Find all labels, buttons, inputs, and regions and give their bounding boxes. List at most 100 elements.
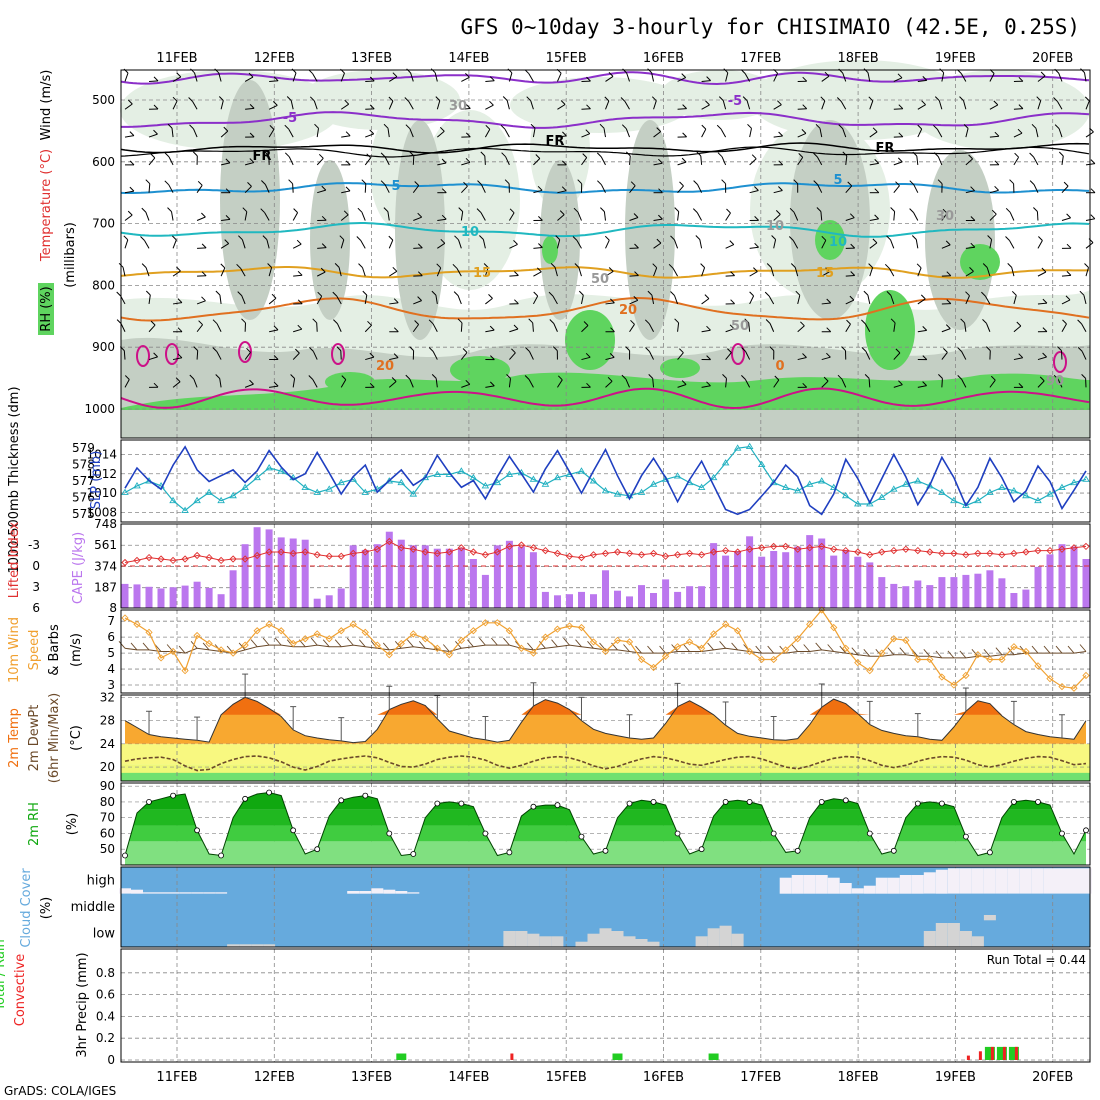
wind-barb — [480, 212, 486, 221]
cape-bar — [301, 539, 309, 608]
wind-speed-point — [1082, 671, 1090, 680]
thickness-point — [950, 496, 958, 504]
wind-barb-flag — [537, 185, 543, 191]
wind-barb-flag — [555, 235, 561, 240]
wind-barb-flag — [798, 153, 804, 158]
wind-barb-flag — [674, 207, 680, 212]
li-point — [553, 549, 562, 558]
wind-10m-barb — [130, 642, 138, 651]
thickness-point — [505, 470, 514, 477]
li-point — [1010, 549, 1018, 558]
wind-barb — [821, 302, 831, 305]
wind-barb-flag — [897, 157, 903, 163]
wind-barb-flag — [241, 318, 246, 324]
wind-barb — [964, 322, 967, 332]
contour-line-20 — [120, 296, 1090, 322]
precip-conv-bar — [966, 1055, 970, 1060]
wind-10m-barb — [503, 637, 510, 646]
wind-barb-flag — [837, 374, 843, 380]
wind-barb-flag — [610, 298, 615, 304]
wind-barb-flag — [1079, 290, 1085, 296]
wind-barb — [773, 73, 779, 82]
wind-barb — [701, 298, 710, 305]
wind-barb — [965, 246, 975, 249]
wind-barb-flag — [726, 208, 731, 214]
wind-barb — [581, 356, 591, 361]
wind-barb — [148, 294, 151, 305]
wind-speed-point — [758, 655, 766, 664]
thickness-point — [361, 488, 370, 495]
wind-barb-flag — [850, 271, 856, 276]
wind-barb-flag — [261, 180, 266, 185]
cloud-high-fill — [155, 892, 167, 894]
li-point — [277, 548, 285, 556]
wind-barb — [986, 323, 991, 332]
wind-barb-flag — [483, 263, 489, 268]
contour-label: 20 — [376, 359, 394, 374]
wind-barb-flag — [383, 207, 389, 212]
wind-speed-point — [770, 655, 778, 664]
thickness-point — [673, 472, 682, 479]
wind-barb-flag — [825, 267, 830, 273]
wind-barb — [504, 128, 510, 138]
wind-barb — [220, 267, 226, 277]
rh-point — [674, 830, 681, 837]
li-point — [613, 548, 622, 556]
wind-barb-flag — [192, 151, 198, 157]
rh-tick: 60 — [100, 826, 115, 840]
date-label-top: 13FEB — [351, 51, 392, 66]
wind-barb-flag — [369, 76, 375, 82]
wind-barb-flag — [704, 294, 710, 299]
wind-barb — [218, 72, 222, 82]
wind-10m-barb — [1043, 645, 1051, 654]
wind-barb-flag — [197, 180, 203, 186]
wind-barb-flag — [458, 207, 464, 212]
wind-barb-flag — [625, 151, 631, 157]
wind-barb-flag — [920, 294, 926, 300]
axis-label-cape: CAPE (J/kg) — [71, 532, 86, 604]
wind-barb — [845, 323, 851, 333]
wind-barb — [725, 275, 735, 277]
cape-bar — [121, 583, 129, 608]
wind-barb-flag — [296, 239, 302, 245]
axis-label-precip: 3hr Precip (mm) — [75, 952, 90, 1057]
wind-barb-flag — [585, 352, 591, 358]
wind-barb-flag — [249, 379, 254, 385]
wind-10m-barb — [1055, 645, 1063, 654]
wind-barb — [1085, 267, 1089, 277]
wind-10m-barb — [1067, 645, 1075, 654]
rh-green-patch — [450, 356, 510, 384]
panel-frame-precip — [120, 948, 1091, 1063]
wind-barb-flag — [793, 179, 799, 185]
li-point — [1082, 542, 1090, 551]
li-point — [193, 551, 201, 560]
wind-barb — [1037, 271, 1047, 277]
wind-barb-flag — [912, 151, 918, 157]
thickness-point — [313, 488, 321, 495]
wind-barb — [388, 381, 397, 388]
wind-barb-flag — [284, 152, 290, 158]
wind-barb-flag — [297, 270, 303, 276]
wind-barb-flag — [344, 99, 350, 105]
wind-barb — [1085, 100, 1090, 110]
wind-barb-flag — [836, 97, 842, 102]
axis-label-minmax: (6hr Min/Max) — [47, 693, 62, 783]
cloud-high-fill — [959, 868, 972, 894]
wind-barb-flag — [249, 104, 255, 109]
wind-barb — [532, 322, 534, 332]
wind-barb — [845, 185, 853, 194]
wind-barb — [916, 155, 919, 165]
cape-tick: 561 — [94, 538, 117, 552]
precip-total-bar — [1008, 1046, 1019, 1060]
wind-barb-flag — [769, 346, 775, 351]
wind-10m-barb — [1079, 644, 1087, 652]
wind-barb — [868, 378, 871, 388]
wind-barb-flag — [681, 73, 687, 78]
wind-barb-flag — [284, 124, 290, 130]
wind-barb — [290, 100, 294, 110]
wind-barb-flag — [295, 348, 300, 354]
wind-barb-flag — [262, 235, 268, 240]
wind-barb-flag — [842, 151, 848, 157]
wind-barb-flag — [150, 153, 156, 159]
precip-total-bar — [708, 1053, 719, 1060]
